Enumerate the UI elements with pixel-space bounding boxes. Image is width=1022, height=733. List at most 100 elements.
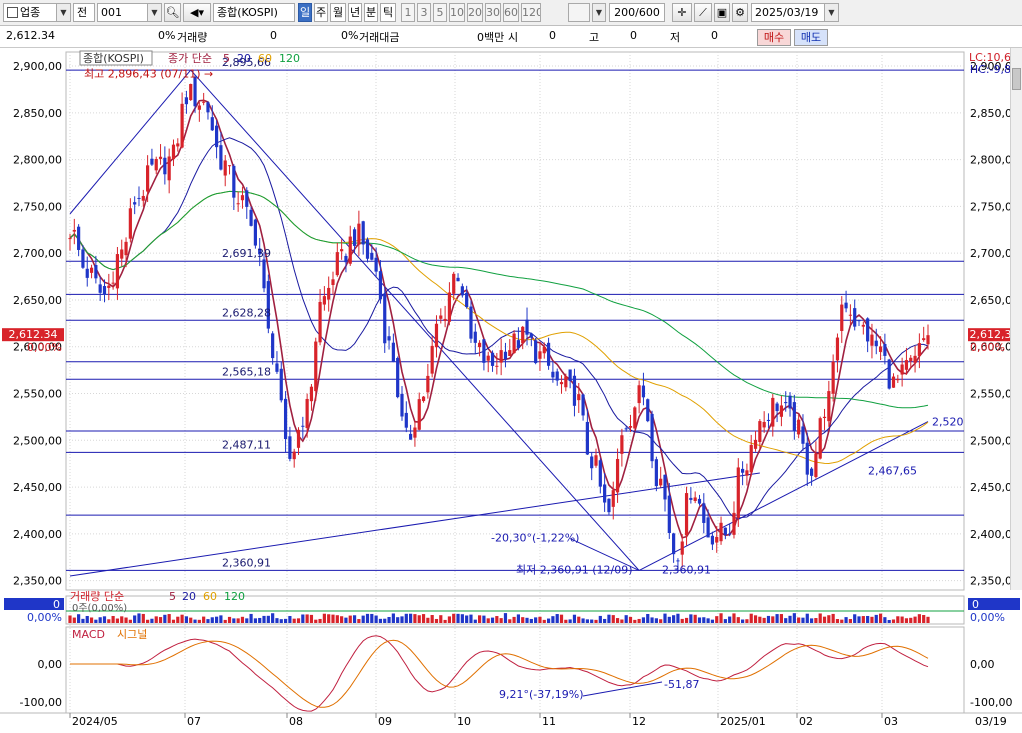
candle-body bbox=[749, 444, 753, 473]
interval-60[interactable]: 60 bbox=[503, 3, 519, 22]
volume-bar bbox=[133, 615, 137, 623]
open-value: 0 bbox=[549, 29, 556, 42]
market-type-select[interactable]: 업종 ▼ bbox=[3, 3, 71, 22]
count-value: 200/600 bbox=[614, 6, 660, 19]
volume-bar bbox=[296, 618, 301, 623]
date-input[interactable]: 2025/03/19 ▼ bbox=[751, 3, 839, 22]
volume-bar bbox=[904, 618, 909, 623]
volume-bar bbox=[659, 619, 663, 623]
volume-bar bbox=[486, 618, 490, 623]
signal-line bbox=[70, 639, 929, 708]
current-price-badge-left bbox=[2, 328, 64, 342]
candle-body bbox=[611, 490, 615, 507]
hc-label: HC:-9,81 bbox=[970, 63, 1018, 76]
candle-body bbox=[814, 453, 818, 477]
save-button[interactable]: ▣ bbox=[714, 3, 730, 22]
crosshair-button[interactable]: ✛ bbox=[672, 3, 692, 22]
volume-bar bbox=[594, 619, 598, 623]
candle-body bbox=[327, 287, 331, 300]
volume-bar bbox=[482, 615, 486, 623]
settings-button[interactable]: ⚙ bbox=[732, 3, 748, 22]
custom-interval-dropdown[interactable]: ▼ bbox=[592, 3, 606, 22]
candle-body bbox=[426, 375, 430, 393]
interval-10[interactable]: 10 bbox=[449, 3, 465, 22]
y-tick-right: 2,400,00 bbox=[970, 528, 1019, 541]
speaker-button[interactable]: ◀▾ bbox=[183, 3, 211, 22]
volume-bar bbox=[477, 615, 482, 623]
candle-body bbox=[771, 397, 775, 427]
y-tick-left: 2,700,00 bbox=[13, 247, 62, 260]
candle-body bbox=[391, 342, 395, 362]
x-tick-label: 10 bbox=[457, 715, 471, 728]
stock-chart[interactable]: 2,900,00 2,900,00 2,850,00 2,850,00 2,800,00… bbox=[0, 48, 1022, 733]
sell-button[interactable]: 매도 bbox=[794, 29, 828, 46]
code-value: 001 bbox=[101, 6, 122, 19]
volume-bar bbox=[223, 619, 227, 623]
volume-legend-ma-120: 120 bbox=[224, 590, 245, 603]
candle-body bbox=[357, 223, 361, 245]
period-월[interactable]: 월 bbox=[330, 3, 346, 22]
interval-30[interactable]: 30 bbox=[485, 3, 501, 22]
scroll-thumb[interactable] bbox=[1012, 68, 1021, 90]
candle-body bbox=[741, 468, 745, 473]
volume-bar bbox=[352, 615, 357, 623]
volume-label: 거래량 bbox=[177, 31, 208, 44]
trend-line bbox=[69, 472, 760, 577]
current-price-badge-right bbox=[968, 328, 1020, 342]
candle-body bbox=[120, 249, 124, 259]
volume-bar bbox=[590, 619, 594, 623]
candle-body bbox=[180, 103, 184, 148]
vertical-scrollbar[interactable] bbox=[1010, 48, 1022, 590]
count-input[interactable]: 200/600 bbox=[609, 3, 665, 22]
volume-bar bbox=[158, 617, 163, 623]
x-tick-label: 03 bbox=[884, 715, 898, 728]
current-price: 2,612.34 bbox=[6, 29, 55, 42]
volume-bar bbox=[844, 617, 848, 623]
volume-bar bbox=[818, 613, 822, 623]
y-tick-right: 2,500,00 bbox=[970, 434, 1019, 447]
candle-body bbox=[637, 385, 641, 404]
market-filter-select[interactable]: 전 bbox=[73, 3, 95, 22]
period-틱[interactable]: 틱 bbox=[380, 3, 396, 22]
candle-body bbox=[378, 271, 383, 300]
interval-20[interactable]: 20 bbox=[467, 3, 483, 22]
volume-bar bbox=[456, 613, 460, 623]
interval-5[interactable]: 5 bbox=[433, 3, 447, 22]
interval-3[interactable]: 3 bbox=[417, 3, 431, 22]
candle-body bbox=[202, 101, 206, 103]
period-일[interactable]: 일 bbox=[298, 3, 312, 22]
search-button[interactable]: 🔍︎ bbox=[164, 3, 181, 22]
volume-bar bbox=[529, 618, 533, 623]
volume-bar bbox=[732, 613, 736, 623]
interval-1[interactable]: 1 bbox=[401, 3, 415, 22]
volume-bar bbox=[891, 619, 896, 623]
volume-bar bbox=[417, 615, 421, 623]
divergence-label: 9,21°(-37,19%) bbox=[499, 688, 584, 701]
candle-body bbox=[396, 358, 400, 398]
volume-bar bbox=[672, 615, 676, 623]
macd-line bbox=[70, 635, 929, 712]
period-년[interactable]: 년 bbox=[348, 3, 362, 22]
volume-bar bbox=[210, 617, 214, 623]
custom-interval-input[interactable] bbox=[568, 3, 590, 22]
candle-body bbox=[779, 405, 784, 417]
candle-body bbox=[568, 369, 572, 382]
y-tick-left: 2,800,00 bbox=[13, 154, 62, 167]
period-분[interactable]: 분 bbox=[364, 3, 378, 22]
volume-bar bbox=[189, 617, 193, 623]
buy-button[interactable]: 매수 bbox=[757, 29, 791, 46]
candle-body bbox=[736, 467, 740, 518]
indicator-button[interactable]: ⟋ bbox=[694, 3, 712, 22]
index-name-field[interactable]: 종합(KOSPI) bbox=[213, 3, 295, 22]
candle-body bbox=[443, 318, 447, 321]
legend-title: 종합(KOSPI) bbox=[83, 52, 144, 65]
candle-body bbox=[81, 249, 85, 268]
candle-body bbox=[305, 398, 309, 429]
volume-bar bbox=[495, 616, 499, 623]
period-주[interactable]: 주 bbox=[314, 3, 328, 22]
interval-120[interactable]: 120 bbox=[521, 3, 541, 22]
y-tick-left: 2,900,00 bbox=[13, 60, 62, 73]
code-input[interactable]: 001 ▼ bbox=[97, 3, 162, 22]
volume-bar bbox=[335, 615, 339, 623]
volume-value-left: 0 bbox=[53, 598, 60, 611]
